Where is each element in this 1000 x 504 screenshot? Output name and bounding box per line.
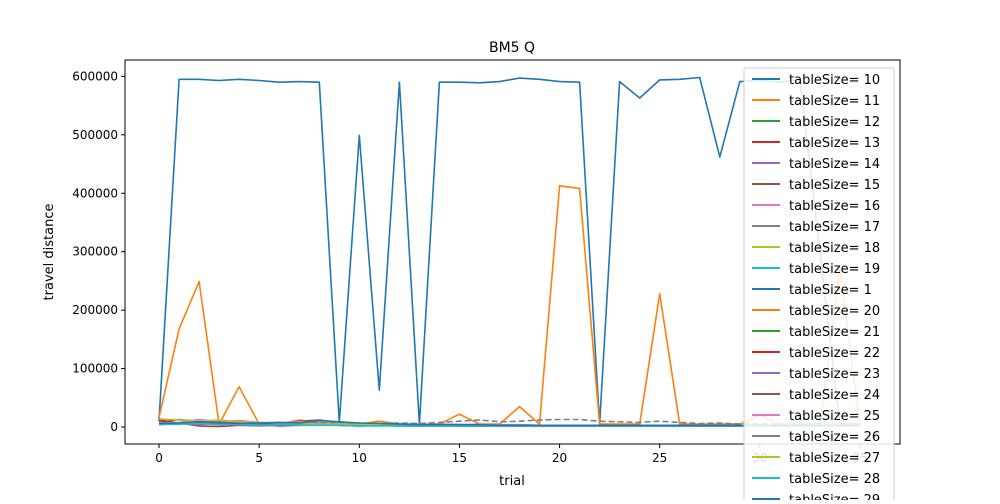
x-axis-label: trial <box>499 474 525 489</box>
legend-label: tableSize= 24 <box>789 388 880 403</box>
series-line-10 <box>158 419 860 427</box>
legend-label: tableSize= 25 <box>789 409 880 424</box>
legend-label: tableSize= 17 <box>789 220 880 235</box>
y-tick-label: 200000 <box>72 303 118 317</box>
legend-label: tableSize= 13 <box>789 136 880 151</box>
legend-label: tableSize= 14 <box>789 157 880 172</box>
x-tick-label: 10 <box>352 451 367 465</box>
legend-label: tableSize= 18 <box>789 241 880 256</box>
legend-label: tableSize= 12 <box>789 115 880 130</box>
x-tick-label: 5 <box>255 451 263 465</box>
y-tick-label: 0 <box>110 420 118 434</box>
y-tick-label: 100000 <box>72 362 118 376</box>
y-tick-label: 400000 <box>72 186 118 200</box>
legend-label: tableSize= 21 <box>789 325 880 340</box>
legend-label: tableSize= 11 <box>789 94 880 109</box>
series-line-0 <box>158 76 860 425</box>
x-tick-label: 0 <box>155 451 163 465</box>
legend-label: tableSize= 22 <box>789 346 880 361</box>
legend-label: tableSize= 20 <box>789 304 880 319</box>
chart-title: BM5 Q <box>489 40 535 56</box>
legend-label: tableSize= 29 <box>789 493 880 500</box>
legend-label: tableSize= 1 <box>789 283 872 298</box>
x-tick-label: 25 <box>652 451 667 465</box>
legend-label: tableSize= 27 <box>789 451 880 466</box>
y-tick-label: 500000 <box>72 128 118 142</box>
legend-label: tableSize= 28 <box>789 472 880 487</box>
legend-label: tableSize= 10 <box>789 73 880 88</box>
x-tick-label: 15 <box>452 451 467 465</box>
y-tick-label: 300000 <box>72 245 118 259</box>
legend-label: tableSize= 16 <box>789 199 880 214</box>
series-layer <box>158 76 861 428</box>
x-tick-label: 20 <box>552 451 567 465</box>
legend-label: tableSize= 23 <box>789 367 880 382</box>
legend: tableSize= 10 tableSize= 11 tableSize= 12 t… <box>743 67 895 504</box>
y-tick-label: 600000 <box>72 69 118 83</box>
legend-label: tableSize= 19 <box>789 262 880 277</box>
y-axis-label: travel distance <box>42 204 57 301</box>
legend-label: tableSize= 26 <box>789 430 880 445</box>
legend-label: tableSize= 15 <box>789 178 880 193</box>
legend-box <box>743 67 895 504</box>
